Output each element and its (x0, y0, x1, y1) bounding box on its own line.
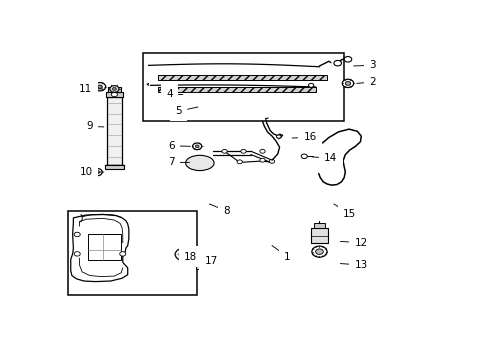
Circle shape (74, 232, 80, 237)
Circle shape (241, 149, 246, 153)
Circle shape (193, 143, 202, 150)
Circle shape (260, 158, 265, 162)
Text: 16: 16 (292, 132, 317, 143)
Circle shape (345, 81, 351, 85)
Circle shape (342, 79, 354, 87)
Circle shape (113, 87, 116, 90)
Circle shape (110, 86, 119, 92)
Circle shape (179, 251, 188, 258)
FancyBboxPatch shape (158, 87, 316, 92)
Text: 18: 18 (184, 249, 197, 262)
Text: 17: 17 (205, 252, 218, 266)
Bar (314, 223, 325, 228)
Bar (108, 87, 121, 92)
Text: 12: 12 (341, 238, 368, 248)
Bar (107, 97, 122, 165)
Circle shape (111, 92, 118, 97)
Bar (106, 92, 123, 97)
Bar (105, 165, 123, 169)
Circle shape (93, 168, 102, 176)
Bar (196, 263, 202, 269)
Circle shape (312, 246, 327, 257)
Text: 4: 4 (166, 90, 183, 99)
Circle shape (195, 255, 202, 260)
Text: 2: 2 (357, 77, 376, 87)
Text: 14: 14 (312, 153, 338, 163)
Circle shape (316, 249, 323, 255)
Text: 11: 11 (79, 84, 103, 94)
Text: 13: 13 (341, 260, 368, 270)
Text: 3: 3 (354, 60, 376, 70)
Bar (88, 234, 121, 260)
Text: 15: 15 (334, 204, 357, 219)
Circle shape (95, 170, 99, 174)
Circle shape (196, 145, 199, 148)
Text: 8: 8 (209, 204, 230, 216)
Circle shape (74, 252, 80, 256)
Circle shape (309, 84, 314, 87)
Bar (68, 211, 197, 296)
Circle shape (344, 57, 352, 62)
Circle shape (270, 159, 275, 163)
Circle shape (260, 149, 265, 153)
Circle shape (120, 252, 126, 256)
Circle shape (222, 149, 227, 153)
Text: 1: 1 (272, 246, 291, 262)
Text: 10: 10 (79, 167, 104, 177)
FancyBboxPatch shape (158, 75, 327, 80)
Ellipse shape (186, 155, 214, 171)
Circle shape (98, 85, 102, 89)
Circle shape (94, 82, 106, 91)
Text: 5: 5 (175, 106, 198, 116)
Bar (311, 228, 328, 243)
Circle shape (276, 135, 281, 138)
Text: 7: 7 (168, 157, 190, 167)
Circle shape (334, 60, 342, 66)
Circle shape (175, 248, 192, 261)
Bar (143, 53, 344, 121)
Text: 6: 6 (168, 141, 190, 151)
Text: 9: 9 (86, 121, 104, 131)
Circle shape (181, 253, 186, 256)
Circle shape (237, 160, 243, 164)
Circle shape (301, 154, 307, 158)
